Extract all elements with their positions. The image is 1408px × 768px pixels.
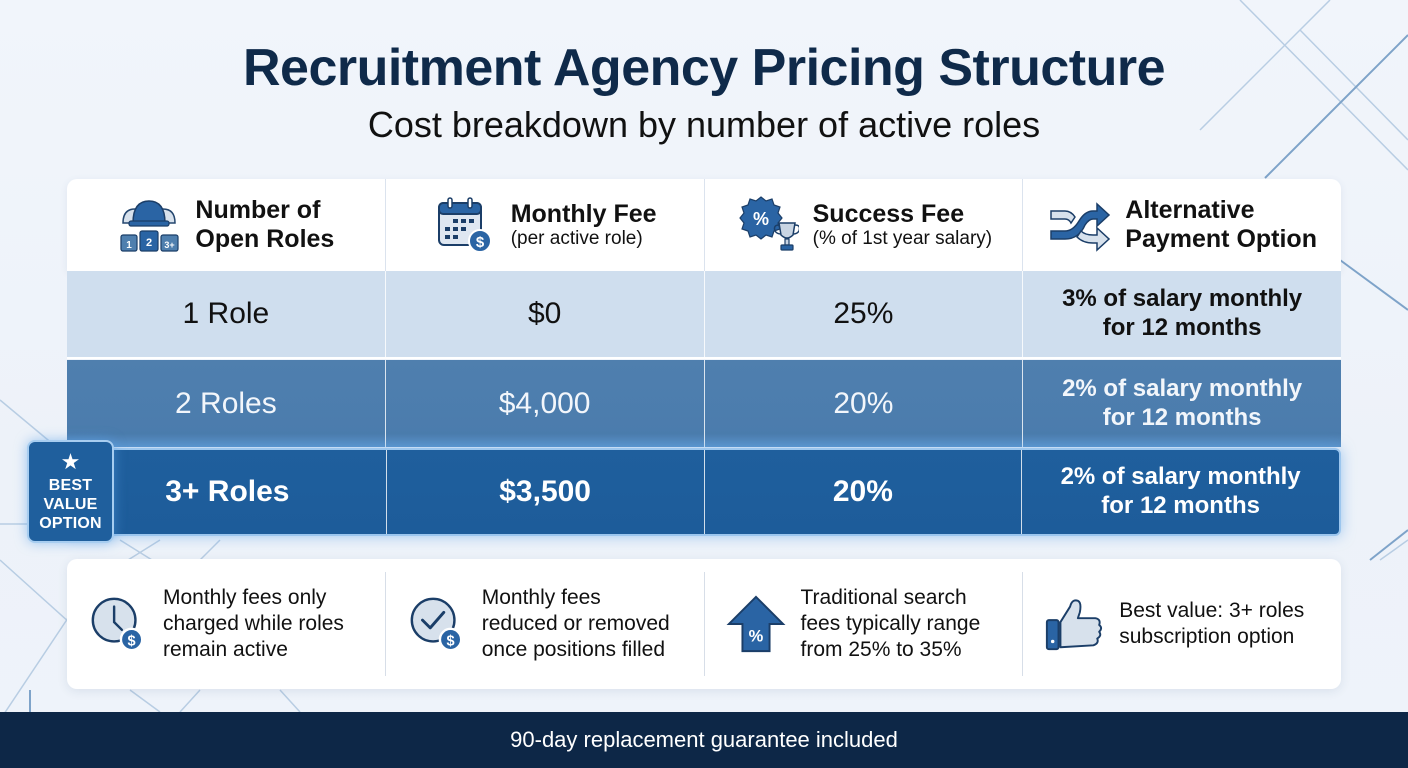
column-title-line2: Payment Option bbox=[1125, 225, 1317, 253]
cell-roles: 2 Roles bbox=[67, 360, 386, 447]
column-subtitle: (% of 1st year salary) bbox=[812, 228, 993, 250]
svg-text:%: % bbox=[748, 627, 763, 645]
feature-text-line: Monthly fees only bbox=[163, 586, 327, 609]
clock-dollar-icon: $ bbox=[87, 593, 149, 655]
alt-line1: 2% of salary monthly bbox=[1060, 463, 1301, 491]
cell-roles: 3+ Roles bbox=[69, 450, 387, 534]
footer-banner: 90-day replacement guarantee included bbox=[0, 712, 1408, 768]
feature-item: % Traditional search fees typically rang… bbox=[705, 572, 1024, 676]
table-row: 1 Role $0 25% 3% of salary monthly for 1… bbox=[67, 271, 1341, 359]
column-header-success-fee: % Success Fee (% of 1st year salary) bbox=[705, 179, 1024, 271]
column-title-line2: Open Roles bbox=[195, 225, 335, 253]
cell-monthly-fee: $0 bbox=[386, 271, 705, 357]
column-title: Number of bbox=[195, 196, 321, 225]
column-header-monthly-fee: $ Monthly Fee (per active role) bbox=[386, 179, 705, 271]
feature-item: $ Monthly fees only charged while roles … bbox=[67, 572, 386, 676]
column-title: Alternative bbox=[1125, 196, 1255, 225]
percent-up-arrow-icon: % bbox=[725, 593, 787, 655]
feature-text-line: charged while roles bbox=[163, 612, 344, 635]
alt-line2: for 12 months bbox=[1102, 314, 1262, 341]
alt-line1: 3% of salary monthly bbox=[1062, 285, 1303, 313]
feature-text-line: reduced or removed bbox=[481, 612, 670, 635]
cell-alternative-payment: 2% of salary monthly for 12 months bbox=[1023, 360, 1341, 447]
badge-line2: VALUE bbox=[43, 495, 98, 513]
cell-success-fee: 20% bbox=[705, 360, 1024, 447]
feature-text-line: fees typically range bbox=[800, 612, 981, 635]
badge-line3: OPTION bbox=[39, 514, 102, 532]
svg-text:$: $ bbox=[476, 234, 485, 251]
star-icon: ★ bbox=[60, 448, 81, 474]
feature-text-line: Traditional search bbox=[800, 586, 967, 609]
alt-line2: for 12 months bbox=[1102, 403, 1262, 431]
feature-text-line: remain active bbox=[163, 638, 288, 661]
cell-success-fee: 25% bbox=[705, 271, 1024, 357]
svg-text:1: 1 bbox=[127, 240, 133, 251]
badge-line1: BEST bbox=[48, 476, 93, 494]
svg-text:$: $ bbox=[128, 633, 136, 649]
feature-item: $ Monthly fees reduced or removed once p… bbox=[386, 572, 705, 676]
svg-text:3+: 3+ bbox=[165, 240, 175, 250]
shuffle-arrows-icon bbox=[1047, 193, 1111, 257]
column-title: Monthly Fee bbox=[510, 199, 657, 228]
feature-text-line: once positions filled bbox=[481, 638, 666, 661]
alt-line2: for 12 months bbox=[1101, 492, 1260, 519]
cell-roles: 1 Role bbox=[67, 271, 386, 357]
check-dollar-icon: $ bbox=[406, 593, 468, 655]
percent-trophy-icon: % bbox=[735, 193, 799, 257]
svg-text:$: $ bbox=[446, 633, 454, 649]
column-header-open-roles: 1 2 3+ Number of Open Roles bbox=[67, 179, 386, 271]
feature-item: Best value: 3+ roles subscription option bbox=[1023, 572, 1341, 676]
cell-alternative-payment: 2% of salary monthly for 12 months bbox=[1022, 450, 1339, 534]
table-header: 1 2 3+ Number of Open Roles bbox=[67, 179, 1341, 271]
calendar-dollar-icon: $ bbox=[433, 193, 497, 257]
best-value-badge: ★ BEST VALUE OPTION bbox=[27, 440, 114, 543]
cell-monthly-fee: $3,500 bbox=[387, 450, 705, 534]
hard-hats-numbers-icon: 1 2 3+ bbox=[117, 193, 181, 257]
cell-monthly-fee: $4,000 bbox=[386, 360, 705, 447]
alt-line1: 2% of salary monthly bbox=[1062, 374, 1303, 402]
features-panel: $ Monthly fees only charged while roles … bbox=[67, 559, 1341, 689]
column-subtitle: (per active role) bbox=[510, 228, 643, 250]
feature-text-line: Best value: 3+ roles bbox=[1119, 599, 1305, 622]
thumbs-up-icon bbox=[1043, 593, 1105, 655]
footer-text: 90-day replacement guarantee included bbox=[510, 727, 898, 752]
column-title: Success Fee bbox=[812, 199, 965, 228]
feature-text-line: Monthly fees bbox=[481, 586, 601, 609]
table-row: 2 Roles $4,000 20% 2% of salary monthly … bbox=[67, 360, 1341, 447]
pricing-table: 1 2 3+ Number of Open Roles bbox=[67, 179, 1341, 537]
page-title: Recruitment Agency Pricing Structure bbox=[242, 39, 1166, 97]
table-row-highlighted: 3+ Roles $3,500 20% 2% of salary monthly… bbox=[67, 448, 1341, 536]
feature-text-line: subscription option bbox=[1119, 625, 1295, 648]
feature-text-line: from 25% to 35% bbox=[800, 638, 962, 661]
cell-success-fee: 20% bbox=[705, 450, 1023, 534]
svg-text:%: % bbox=[753, 209, 769, 229]
page-subtitle: Cost breakdown by number of active roles bbox=[367, 104, 1041, 145]
cell-alternative-payment: 3% of salary monthly for 12 months bbox=[1023, 271, 1341, 357]
column-header-alternative-payment: Alternative Payment Option bbox=[1023, 179, 1341, 271]
svg-text:2: 2 bbox=[146, 237, 152, 249]
